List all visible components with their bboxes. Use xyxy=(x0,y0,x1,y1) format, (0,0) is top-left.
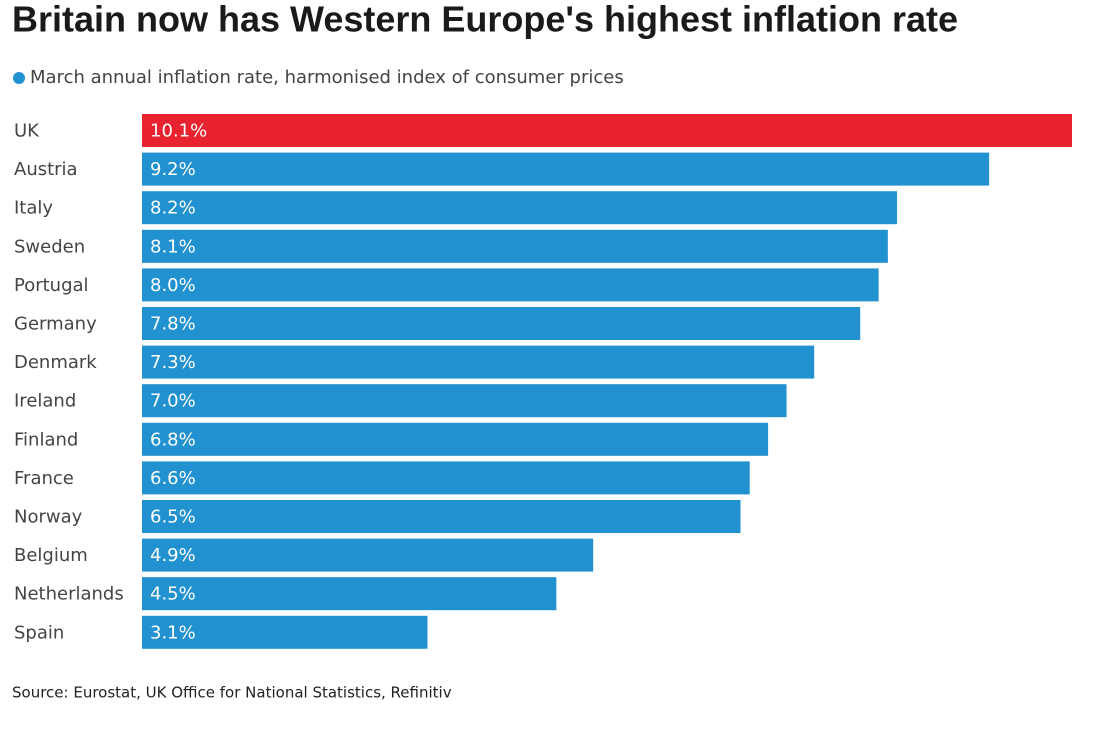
bar xyxy=(142,191,898,225)
category-label: Italy xyxy=(14,198,53,219)
value-label: 6.6% xyxy=(150,468,196,489)
value-label: 8.0% xyxy=(150,275,196,296)
value-label: 10.1% xyxy=(150,121,207,142)
bar xyxy=(142,615,428,649)
category-label: Spain xyxy=(14,622,64,643)
legend-dot xyxy=(13,72,25,84)
value-label: 6.8% xyxy=(150,429,196,450)
value-label: 8.2% xyxy=(150,198,196,219)
bar xyxy=(142,152,990,186)
category-label: Ireland xyxy=(14,391,76,412)
category-label: Portugal xyxy=(14,275,89,296)
category-label: Norway xyxy=(14,507,83,528)
value-label: 7.8% xyxy=(150,314,196,335)
source-note: Source: Eurostat, UK Office for National… xyxy=(12,684,452,702)
bar xyxy=(142,307,861,340)
value-label: 3.1% xyxy=(150,622,196,643)
value-label: 9.2% xyxy=(150,159,196,180)
category-label: Denmark xyxy=(14,352,97,373)
bar xyxy=(142,229,888,263)
bar xyxy=(142,422,769,456)
chart-title: Britain now has Western Europe's highest… xyxy=(12,0,958,40)
category-label: France xyxy=(14,468,74,489)
value-label: 7.0% xyxy=(150,391,196,412)
value-label: 7.3% xyxy=(150,352,196,373)
category-label: UK xyxy=(14,121,40,142)
value-label: 6.5% xyxy=(150,507,196,528)
bar xyxy=(142,538,594,572)
bar xyxy=(142,577,557,611)
bar xyxy=(142,114,1072,147)
bar xyxy=(142,268,879,302)
category-label: Germany xyxy=(14,314,97,335)
chart-subtitle: March annual inflation rate, harmonised … xyxy=(30,67,624,88)
value-label: 8.1% xyxy=(150,236,196,257)
value-label: 4.5% xyxy=(150,584,196,605)
category-label: Finland xyxy=(14,429,78,450)
category-label: Belgium xyxy=(14,545,88,566)
category-label: Netherlands xyxy=(14,584,124,605)
category-label: Sweden xyxy=(14,236,85,257)
value-label: 4.9% xyxy=(150,545,196,566)
bar xyxy=(142,345,815,379)
bar xyxy=(142,500,741,533)
category-label: Austria xyxy=(14,159,78,180)
bar xyxy=(142,384,787,418)
bar xyxy=(142,461,750,495)
